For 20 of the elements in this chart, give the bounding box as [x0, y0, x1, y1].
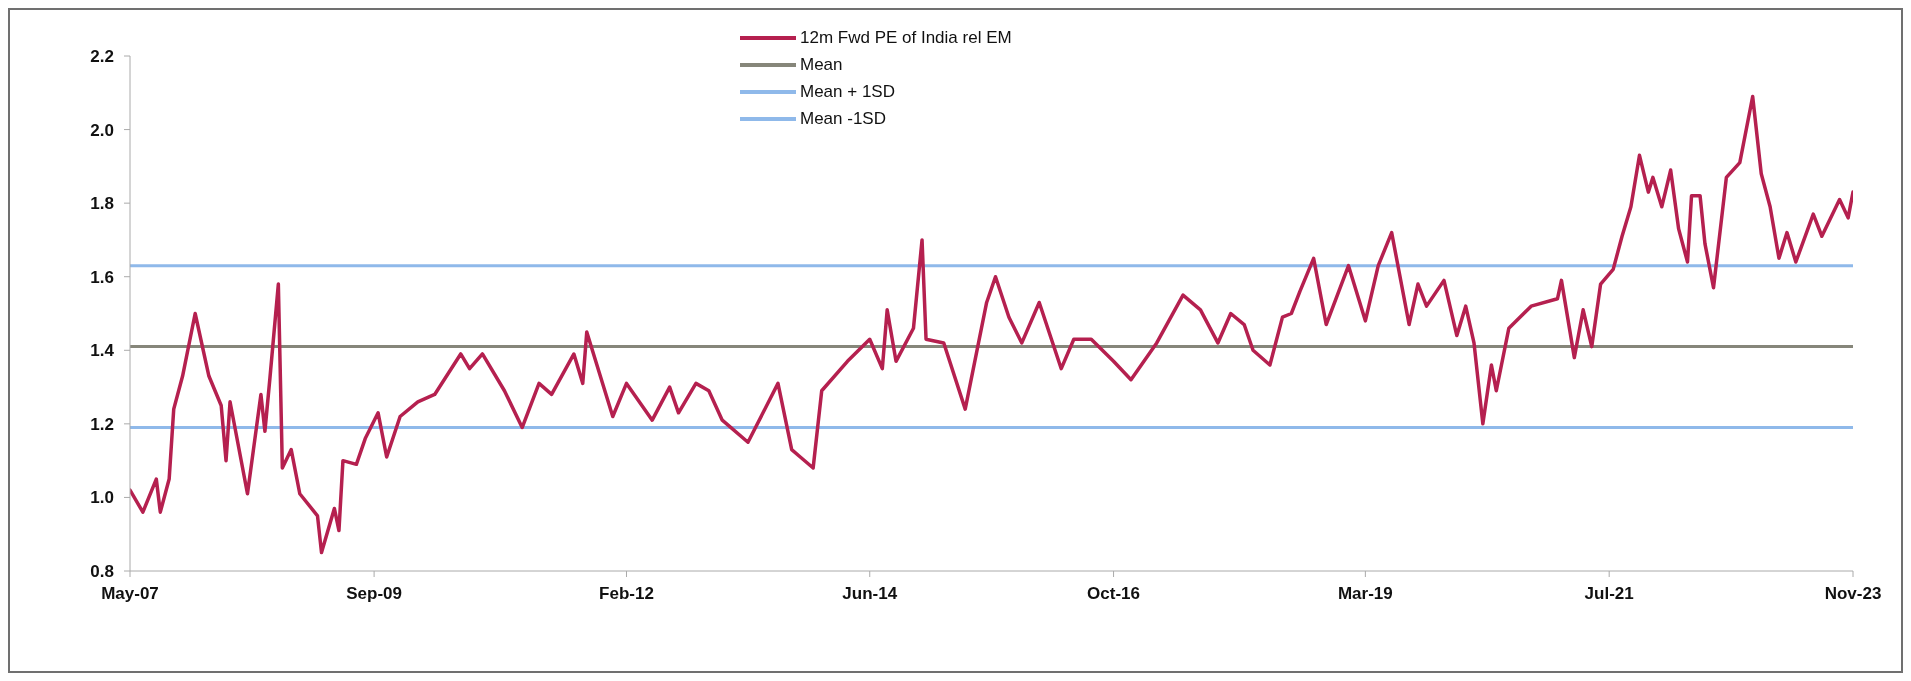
x-tick-label: Jul-21 — [1584, 584, 1634, 604]
x-tick-label: Jun-14 — [842, 584, 898, 604]
legend-label: Mean -1SD — [800, 109, 886, 129]
x-tick-label: May-07 — [101, 584, 159, 604]
y-tick-label: 1.0 — [90, 488, 114, 508]
x-tick-label: Oct-16 — [1087, 584, 1141, 604]
y-tick-label: 2.2 — [90, 47, 114, 67]
y-tick-label: 1.4 — [90, 341, 115, 361]
x-tick-label: Sep-09 — [346, 584, 402, 604]
y-tick-label: 1.8 — [90, 194, 114, 214]
y-tick-label: 2.0 — [90, 120, 114, 140]
legend-label: 12m Fwd PE of India rel EM — [800, 28, 1012, 48]
y-tick-label: 0.8 — [90, 562, 114, 582]
y-tick-label: 1.6 — [90, 267, 114, 287]
x-tick-label: Mar-19 — [1337, 584, 1393, 604]
y-tick-label: 1.2 — [90, 414, 114, 434]
legend-label: Mean — [800, 55, 843, 75]
x-tick-label: Feb-12 — [599, 584, 654, 604]
x-tick-label: Nov-23 — [1824, 584, 1882, 604]
legend-label: Mean + 1SD — [800, 82, 895, 102]
